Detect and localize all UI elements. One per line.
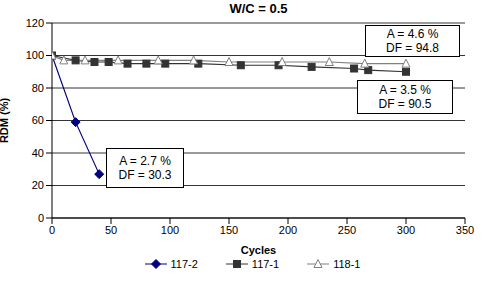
html-text:117-1: 117-1 [251, 258, 280, 270]
svg-text:RDM (%): RDM (%) [8, 98, 10, 144]
svg-text:80: 80 [32, 82, 44, 94]
html-text:A = 2.7 %: A = 2.7 % [119, 154, 171, 168]
svg-text:200: 200 [279, 224, 297, 236]
html-text:DF = 90.5: DF = 90.5 [378, 97, 432, 111]
svg-text:20: 20 [32, 179, 44, 191]
svg-text:60: 60 [32, 114, 44, 126]
html-text:W/C = 0.5: W/C = 0.5 [229, 1, 288, 16]
svg-text:300: 300 [397, 224, 415, 236]
html-text:117-2: 117-2 [170, 258, 198, 270]
svg-text:100: 100 [161, 224, 179, 236]
svg-text:Cycles: Cycles [241, 244, 276, 256]
svg-text:120: 120 [26, 17, 44, 29]
svg-text:0: 0 [49, 224, 55, 236]
svg-text:40: 40 [32, 147, 44, 159]
svg-text:50: 50 [105, 224, 117, 236]
svg-text:150: 150 [220, 224, 238, 236]
html-text:118-1: 118-1 [333, 258, 361, 270]
svg-text:100: 100 [26, 49, 44, 61]
svg-text:350: 350 [456, 224, 474, 236]
svg-text:250: 250 [338, 224, 356, 236]
html-text:DF = 30.3: DF = 30.3 [118, 168, 172, 182]
html-text:A = 4.6 %: A = 4.6 % [386, 27, 439, 41]
svg-text:0: 0 [38, 212, 44, 224]
html-text:DF = 94.8: DF = 94.8 [386, 41, 439, 55]
html-text:A = 3.5 %: A = 3.5 % [379, 83, 431, 97]
